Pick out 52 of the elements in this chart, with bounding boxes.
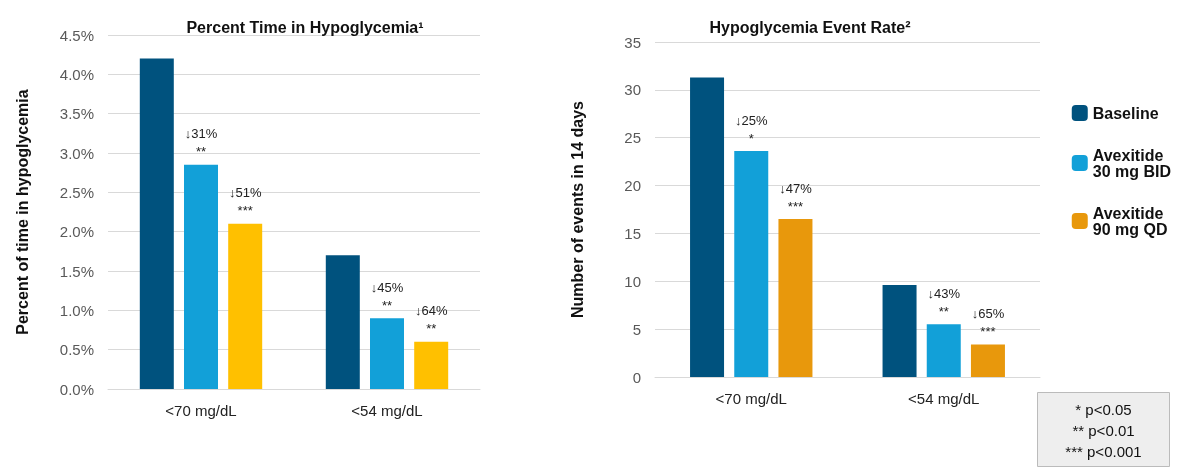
chart-title: Hypoglycemia Event Rate² <box>709 18 911 36</box>
annotation: ↓43% ** <box>927 285 961 319</box>
bar <box>139 58 174 389</box>
annotation: ↓65% *** <box>971 305 1005 339</box>
annotation: ↓25% * <box>734 112 768 146</box>
chart-title: Percent Time in Hypoglycemia¹ <box>186 18 424 36</box>
bar <box>228 223 263 389</box>
y-tick-label: 4.5% <box>59 26 94 44</box>
y-tick-label: 10 <box>624 272 641 290</box>
y-tick-label: 25 <box>624 129 641 147</box>
y-tick-label: 1.5% <box>59 262 94 280</box>
annotation: ↓31% ** <box>184 126 218 160</box>
legend-label: Baseline <box>1092 104 1159 122</box>
y-axis-title: Number of events in 14 days <box>568 100 586 318</box>
y-tick-label: 5 <box>632 320 641 338</box>
bar <box>325 255 360 389</box>
x-tick-label: <54 mg/dL <box>351 402 423 419</box>
y-tick-label: 15 <box>624 224 641 242</box>
bar <box>778 219 813 377</box>
legend-label: Avexitide 30 mg BID <box>1092 146 1172 180</box>
legend-label: Avexitide 90 mg QD <box>1092 204 1168 238</box>
x-tick-label: <54 mg/dL <box>908 390 980 407</box>
text: ** p<0.01 <box>1072 421 1135 439</box>
bar <box>882 285 917 377</box>
annotation: ↓45% ** <box>370 279 404 313</box>
y-tick-label: 20 <box>624 177 641 195</box>
y-tick-label: 0 <box>632 368 641 386</box>
x-tick-label: <70 mg/dL <box>715 390 787 407</box>
y-tick-label: 0.5% <box>59 341 94 359</box>
y-tick-label: 3.0% <box>59 144 94 162</box>
y-tick-label: 1.0% <box>59 301 94 319</box>
bar <box>970 344 1005 377</box>
bar <box>370 318 404 389</box>
bar <box>184 164 218 389</box>
bar <box>690 77 725 377</box>
bar <box>414 341 449 389</box>
y-tick-label: 30 <box>624 81 641 99</box>
y-tick-label: 0.0% <box>59 380 94 398</box>
x-tick-label: <70 mg/dL <box>165 402 237 419</box>
annotation: ↓51% *** <box>228 185 262 219</box>
y-tick-label: 2.5% <box>59 183 94 201</box>
text: *** p<0.001 <box>1065 442 1142 460</box>
bar <box>734 151 769 377</box>
bar <box>926 324 961 377</box>
y-axis-title: Percent of time in hypoglycemia <box>13 89 31 335</box>
annotation: ↓47% *** <box>779 180 813 214</box>
y-tick-label: 3.5% <box>59 105 94 123</box>
y-tick-label: 2.0% <box>59 223 94 241</box>
y-tick-label: 35 <box>624 33 641 51</box>
y-tick-label: 4.0% <box>59 65 94 83</box>
annotation: ↓64% ** <box>414 303 448 337</box>
text: * p<0.05 <box>1075 400 1132 418</box>
